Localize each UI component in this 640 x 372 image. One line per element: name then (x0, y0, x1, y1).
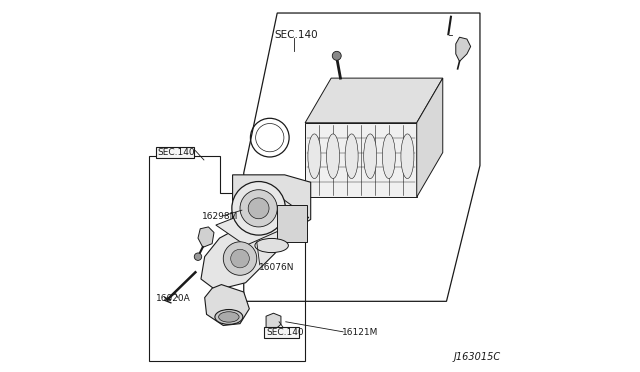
Text: SEC.140: SEC.140 (266, 328, 304, 337)
Ellipse shape (308, 134, 321, 179)
Circle shape (332, 51, 341, 60)
Ellipse shape (219, 312, 239, 322)
Circle shape (230, 249, 250, 268)
Polygon shape (198, 227, 214, 247)
FancyBboxPatch shape (264, 327, 299, 338)
Text: SEC.140: SEC.140 (275, 31, 318, 40)
Circle shape (240, 190, 277, 227)
Ellipse shape (382, 134, 396, 179)
Text: 16020A: 16020A (156, 294, 190, 303)
Circle shape (195, 253, 202, 260)
FancyBboxPatch shape (156, 147, 193, 158)
Text: SEC.140: SEC.140 (157, 148, 195, 157)
Polygon shape (216, 199, 309, 246)
Polygon shape (277, 205, 307, 242)
Ellipse shape (215, 310, 243, 324)
Ellipse shape (255, 238, 289, 253)
Polygon shape (201, 212, 283, 290)
Text: 16121M: 16121M (342, 328, 379, 337)
Polygon shape (305, 123, 417, 197)
Ellipse shape (364, 134, 377, 179)
Ellipse shape (345, 134, 358, 179)
Text: 16076N: 16076N (259, 263, 294, 272)
Circle shape (248, 198, 269, 219)
Polygon shape (232, 175, 310, 234)
Ellipse shape (401, 134, 414, 179)
Text: J163015C: J163015C (453, 352, 500, 362)
Ellipse shape (326, 134, 340, 179)
Circle shape (232, 182, 285, 235)
Polygon shape (266, 313, 281, 329)
Circle shape (223, 242, 257, 275)
Polygon shape (205, 285, 250, 326)
Polygon shape (305, 78, 443, 123)
Text: 16298M: 16298M (202, 212, 239, 221)
Polygon shape (456, 37, 470, 61)
Polygon shape (417, 78, 443, 197)
